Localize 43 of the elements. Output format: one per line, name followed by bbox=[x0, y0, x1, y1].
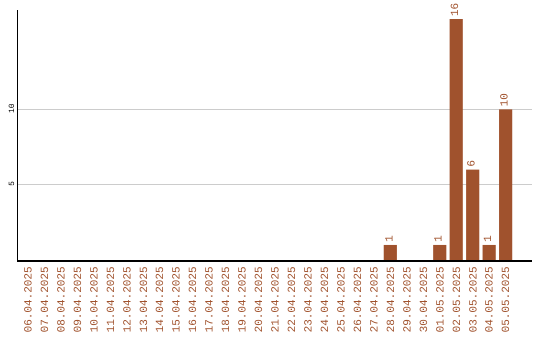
x-tick-label: 07.04.2025 bbox=[40, 266, 52, 332]
x-tick-label: 03.05.2025 bbox=[468, 266, 480, 332]
x-tick-label: 14.04.2025 bbox=[155, 266, 168, 332]
data-label: 16 bbox=[450, 2, 462, 16]
x-tick-label: 20.04.2025 bbox=[254, 266, 266, 332]
x-tick-label: 16.04.2025 bbox=[188, 266, 200, 332]
x-tick-label: 18.04.2025 bbox=[221, 266, 234, 332]
x-tick-label: 08.04.2025 bbox=[56, 266, 68, 332]
x-tick-label: 02.05.2025 bbox=[452, 266, 464, 332]
x-tick-label: 01.05.2025 bbox=[435, 266, 448, 332]
data-label: 1 bbox=[483, 234, 496, 242]
x-tick-label: 25.04.2025 bbox=[336, 266, 348, 332]
x-tick-label: 22.04.2025 bbox=[287, 266, 300, 332]
bar bbox=[466, 170, 480, 260]
x-tick-label: 15.04.2025 bbox=[172, 266, 184, 332]
x-tick-label: 24.04.2025 bbox=[320, 266, 332, 332]
x-tick-label: 19.04.2025 bbox=[238, 266, 250, 332]
data-label: 10 bbox=[500, 93, 512, 106]
x-tick-label: 04.05.2025 bbox=[484, 266, 497, 332]
y-tick-label: 5 bbox=[8, 180, 17, 186]
x-tick-label: 28.04.2025 bbox=[386, 266, 398, 332]
bar bbox=[433, 244, 446, 260]
x-tick-label: 06.04.2025 bbox=[23, 266, 36, 332]
x-tick-label: 23.04.2025 bbox=[304, 266, 316, 332]
bar bbox=[450, 19, 463, 260]
x-tick-label: 17.04.2025 bbox=[204, 266, 217, 332]
x-tick-label: 29.04.2025 bbox=[402, 266, 414, 332]
x-tick-label: 26.04.2025 bbox=[352, 266, 365, 332]
x-tick-label: 13.04.2025 bbox=[138, 266, 151, 332]
x-tick-label: 05.05.2025 bbox=[501, 266, 514, 332]
data-label: 1 bbox=[384, 234, 396, 242]
x-tick-label: 11.04.2025 bbox=[106, 266, 118, 332]
data-label: 6 bbox=[466, 160, 479, 167]
x-tick-label: 21.04.2025 bbox=[270, 266, 283, 332]
x-tick-label: 12.04.2025 bbox=[122, 266, 134, 332]
bar bbox=[384, 244, 397, 260]
x-tick-label: 10.04.2025 bbox=[89, 266, 102, 332]
bar bbox=[499, 109, 512, 260]
x-tick-label: 27.04.2025 bbox=[369, 266, 382, 332]
data-label: 1 bbox=[434, 234, 446, 242]
x-tick-label: 09.04.2025 bbox=[72, 266, 85, 332]
x-tick-label: 30.04.2025 bbox=[418, 266, 431, 332]
bar bbox=[482, 244, 496, 260]
